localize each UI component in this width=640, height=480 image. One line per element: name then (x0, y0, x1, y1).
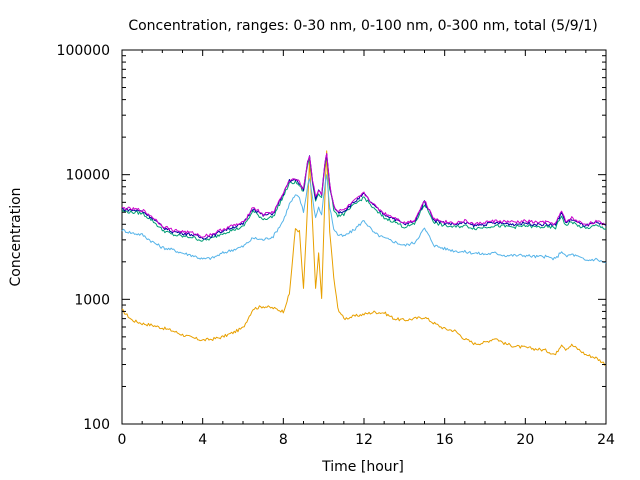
y-tick-label: 1000 (74, 292, 110, 308)
x-tick-label: 4 (198, 432, 207, 448)
x-tick-label: 12 (355, 432, 373, 448)
x-tick-label: 8 (279, 432, 288, 448)
x-tick-label: 0 (118, 432, 127, 448)
series-line-1 (121, 174, 607, 264)
plot-area: 0 4 8 12 16 20 24 100 1000 10000 100000 (57, 43, 615, 448)
series-line-4 (121, 153, 607, 238)
x-tick-label: 20 (516, 432, 534, 448)
x-tick-label: 16 (436, 432, 454, 448)
chart-title: Concentration, ranges: 0-30 nm, 0-100 nm… (128, 18, 597, 34)
series-line-0 (121, 150, 607, 366)
ticks-layer: 0 4 8 12 16 20 24 100 1000 10000 100000 (57, 43, 615, 448)
y-tick-label: 10000 (65, 168, 110, 184)
x-tick-label: 24 (597, 432, 615, 448)
series-line-2 (121, 156, 607, 242)
y-axis-label: Concentration (8, 187, 24, 286)
series-layer (121, 150, 607, 366)
y-tick-label: 100 (83, 417, 110, 433)
y-tick-label: 100000 (57, 43, 110, 59)
x-axis-label: Time [hour] (321, 459, 404, 475)
